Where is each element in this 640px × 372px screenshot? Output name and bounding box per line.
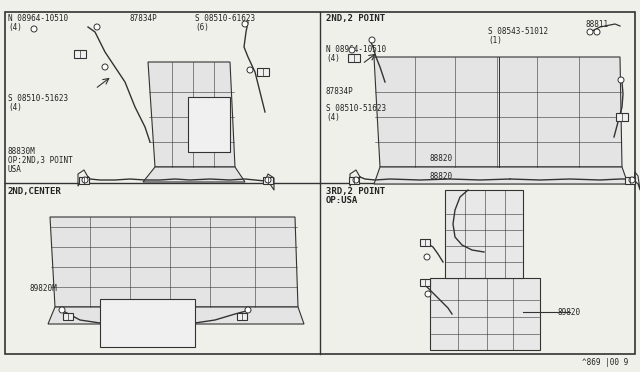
Circle shape	[618, 77, 624, 83]
Text: 88880: 88880	[191, 141, 214, 150]
Polygon shape	[148, 62, 235, 167]
Text: S 08510-51623: S 08510-51623	[8, 94, 68, 103]
Bar	[420, 238, 430, 246]
Text: 88820: 88820	[430, 172, 453, 181]
Circle shape	[353, 177, 359, 183]
Polygon shape	[143, 167, 245, 182]
Bar	[237, 312, 247, 320]
Circle shape	[94, 24, 100, 30]
Text: (4): (4)	[326, 54, 340, 63]
Circle shape	[102, 64, 108, 70]
Text: 88811: 88811	[585, 20, 608, 29]
Circle shape	[369, 37, 375, 43]
Polygon shape	[48, 307, 304, 324]
Bar	[63, 312, 73, 320]
Bar	[616, 113, 628, 121]
Text: N 08964-10510: N 08964-10510	[326, 45, 386, 54]
Text: (4): (4)	[326, 113, 340, 122]
Bar	[348, 54, 360, 62]
Bar	[263, 176, 273, 183]
Text: 87834P: 87834P	[326, 87, 354, 96]
Text: OP:2ND,3 POINT: OP:2ND,3 POINT	[8, 156, 73, 165]
Bar	[74, 50, 86, 58]
Text: 3RD,2 POINT: 3RD,2 POINT	[326, 187, 385, 196]
Bar	[100, 299, 195, 347]
Circle shape	[265, 177, 271, 183]
Bar	[430, 278, 540, 350]
Text: 87834P: 87834P	[130, 14, 157, 23]
Bar	[349, 176, 359, 183]
Circle shape	[594, 29, 600, 35]
Polygon shape	[50, 217, 298, 307]
Text: S 08543-51012: S 08543-51012	[488, 27, 548, 36]
Bar	[257, 68, 269, 76]
Text: 88820: 88820	[430, 154, 453, 163]
Text: N 08964-10510: N 08964-10510	[8, 14, 68, 23]
Circle shape	[247, 67, 253, 73]
Bar	[188, 97, 230, 152]
Text: (1): (1)	[488, 36, 502, 45]
Text: ^869 |00 9: ^869 |00 9	[582, 358, 628, 367]
Text: 89820M: 89820M	[30, 284, 58, 293]
Polygon shape	[374, 167, 628, 184]
Circle shape	[31, 26, 37, 32]
Circle shape	[245, 307, 251, 313]
Circle shape	[82, 177, 88, 183]
Circle shape	[242, 21, 248, 27]
Circle shape	[59, 307, 65, 313]
Circle shape	[425, 291, 431, 297]
Text: 88830M: 88830M	[8, 147, 36, 156]
Bar	[625, 176, 635, 183]
Text: 89820: 89820	[558, 308, 581, 317]
Circle shape	[629, 177, 635, 183]
Bar	[79, 176, 89, 183]
Circle shape	[349, 47, 355, 53]
Text: (4): (4)	[8, 23, 22, 32]
Text: S 08510-51623: S 08510-51623	[326, 104, 386, 113]
Bar	[445, 190, 523, 278]
Text: (4): (4)	[8, 103, 22, 112]
Text: USA: USA	[8, 165, 22, 174]
Text: (6): (6)	[195, 23, 209, 32]
Text: S 08510-61623: S 08510-61623	[195, 14, 255, 23]
Text: 2ND,2 POINT: 2ND,2 POINT	[326, 14, 385, 23]
Bar	[420, 279, 430, 285]
Circle shape	[424, 254, 430, 260]
Text: 2ND,CENTER: 2ND,CENTER	[8, 187, 61, 196]
Polygon shape	[374, 57, 622, 167]
Text: OP:USA: OP:USA	[326, 196, 358, 205]
Circle shape	[587, 29, 593, 35]
